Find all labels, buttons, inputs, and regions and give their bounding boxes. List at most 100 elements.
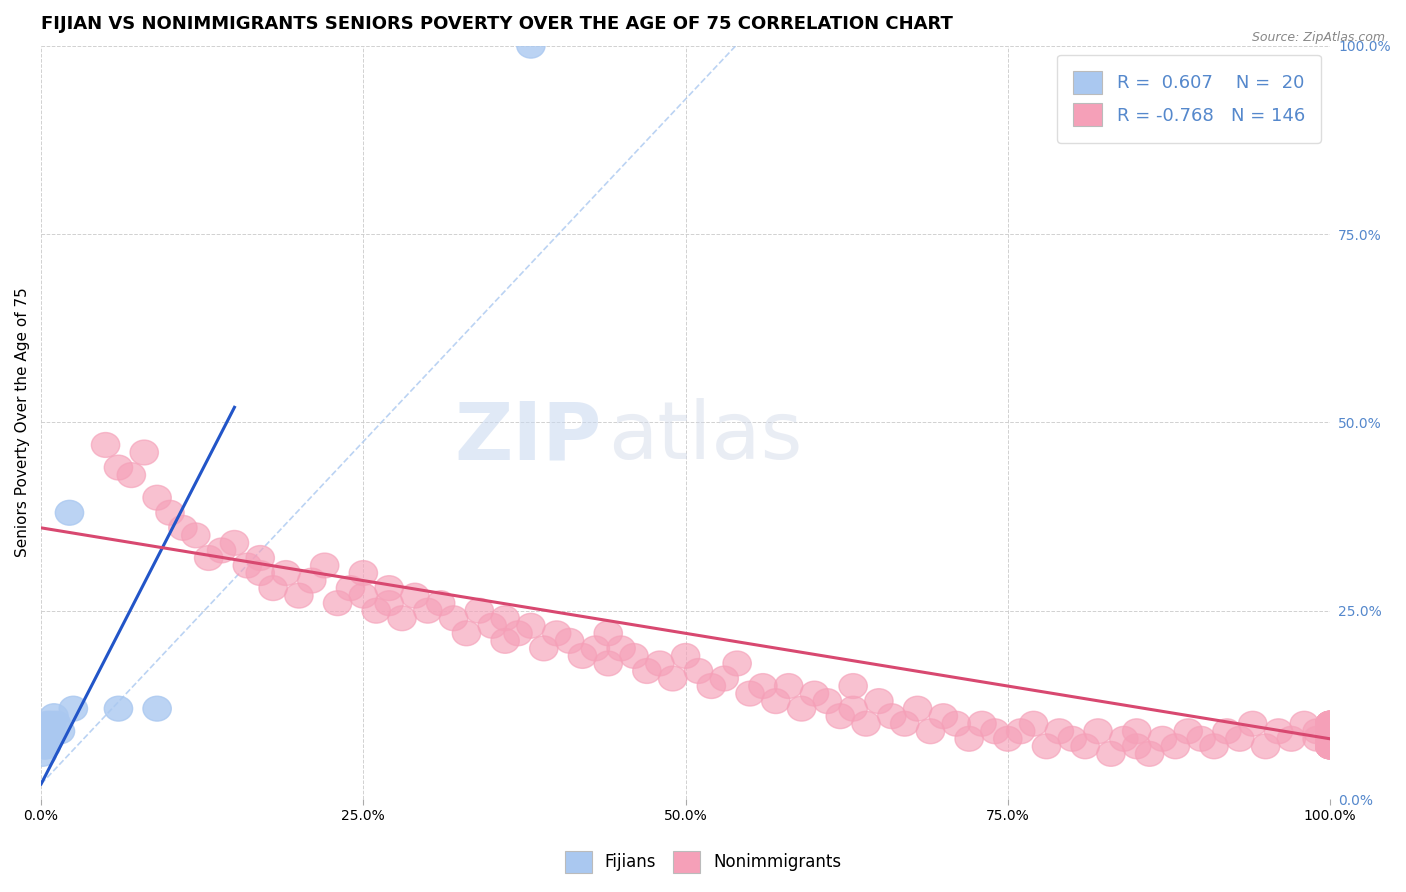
Ellipse shape bbox=[259, 575, 287, 600]
Ellipse shape bbox=[1316, 734, 1344, 759]
Ellipse shape bbox=[1316, 719, 1344, 744]
Ellipse shape bbox=[1316, 719, 1344, 744]
Ellipse shape bbox=[1045, 719, 1074, 744]
Ellipse shape bbox=[1316, 719, 1344, 744]
Ellipse shape bbox=[1316, 719, 1344, 744]
Legend: Fijians, Nonimmigrants: Fijians, Nonimmigrants bbox=[558, 845, 848, 880]
Ellipse shape bbox=[929, 704, 957, 729]
Ellipse shape bbox=[1316, 726, 1344, 751]
Ellipse shape bbox=[1316, 711, 1344, 736]
Ellipse shape bbox=[181, 523, 209, 548]
Ellipse shape bbox=[710, 666, 738, 691]
Ellipse shape bbox=[568, 643, 596, 668]
Ellipse shape bbox=[1199, 734, 1229, 759]
Ellipse shape bbox=[890, 711, 920, 736]
Ellipse shape bbox=[46, 719, 75, 744]
Ellipse shape bbox=[1187, 726, 1215, 751]
Ellipse shape bbox=[32, 734, 60, 759]
Ellipse shape bbox=[478, 614, 506, 638]
Ellipse shape bbox=[685, 658, 713, 683]
Ellipse shape bbox=[413, 599, 441, 624]
Ellipse shape bbox=[1316, 711, 1344, 736]
Ellipse shape bbox=[1097, 741, 1125, 766]
Ellipse shape bbox=[555, 629, 583, 653]
Ellipse shape bbox=[1316, 719, 1344, 744]
Ellipse shape bbox=[91, 433, 120, 458]
Ellipse shape bbox=[426, 591, 456, 615]
Ellipse shape bbox=[1071, 734, 1099, 759]
Ellipse shape bbox=[1316, 719, 1344, 744]
Ellipse shape bbox=[1291, 711, 1319, 736]
Ellipse shape bbox=[1316, 726, 1344, 751]
Ellipse shape bbox=[401, 583, 429, 608]
Ellipse shape bbox=[221, 531, 249, 556]
Ellipse shape bbox=[800, 681, 828, 706]
Ellipse shape bbox=[581, 636, 610, 661]
Ellipse shape bbox=[1316, 711, 1344, 736]
Ellipse shape bbox=[1316, 726, 1344, 751]
Ellipse shape bbox=[349, 560, 378, 585]
Ellipse shape bbox=[1316, 726, 1344, 751]
Ellipse shape bbox=[645, 651, 673, 676]
Ellipse shape bbox=[1226, 726, 1254, 751]
Ellipse shape bbox=[994, 726, 1022, 751]
Ellipse shape bbox=[967, 711, 997, 736]
Ellipse shape bbox=[32, 726, 60, 751]
Ellipse shape bbox=[1316, 726, 1344, 751]
Ellipse shape bbox=[1239, 711, 1267, 736]
Ellipse shape bbox=[1149, 726, 1177, 751]
Ellipse shape bbox=[55, 500, 83, 525]
Ellipse shape bbox=[246, 546, 274, 570]
Ellipse shape bbox=[1316, 734, 1344, 759]
Ellipse shape bbox=[1213, 719, 1241, 744]
Ellipse shape bbox=[762, 689, 790, 714]
Ellipse shape bbox=[156, 500, 184, 525]
Ellipse shape bbox=[30, 734, 58, 759]
Ellipse shape bbox=[1316, 719, 1344, 744]
Ellipse shape bbox=[491, 606, 519, 631]
Ellipse shape bbox=[1316, 711, 1344, 736]
Ellipse shape bbox=[852, 711, 880, 736]
Ellipse shape bbox=[129, 440, 159, 465]
Ellipse shape bbox=[34, 719, 62, 744]
Ellipse shape bbox=[1251, 734, 1279, 759]
Ellipse shape bbox=[543, 621, 571, 646]
Ellipse shape bbox=[839, 697, 868, 721]
Y-axis label: Seniors Poverty Over the Age of 75: Seniors Poverty Over the Age of 75 bbox=[15, 287, 30, 558]
Ellipse shape bbox=[813, 689, 842, 714]
Ellipse shape bbox=[503, 621, 533, 646]
Ellipse shape bbox=[37, 719, 65, 744]
Ellipse shape bbox=[1316, 726, 1344, 751]
Ellipse shape bbox=[735, 681, 765, 706]
Ellipse shape bbox=[440, 606, 468, 631]
Ellipse shape bbox=[169, 516, 197, 541]
Ellipse shape bbox=[28, 741, 56, 766]
Ellipse shape bbox=[658, 666, 688, 691]
Ellipse shape bbox=[1316, 719, 1344, 744]
Ellipse shape bbox=[775, 673, 803, 698]
Ellipse shape bbox=[491, 629, 519, 653]
Ellipse shape bbox=[1316, 719, 1344, 744]
Ellipse shape bbox=[117, 463, 145, 488]
Ellipse shape bbox=[607, 636, 636, 661]
Ellipse shape bbox=[1007, 719, 1035, 744]
Ellipse shape bbox=[1316, 726, 1344, 751]
Text: atlas: atlas bbox=[609, 399, 803, 476]
Ellipse shape bbox=[517, 614, 546, 638]
Ellipse shape bbox=[233, 553, 262, 578]
Ellipse shape bbox=[1316, 711, 1344, 736]
Ellipse shape bbox=[1316, 726, 1344, 751]
Ellipse shape bbox=[1316, 734, 1344, 759]
Ellipse shape bbox=[1109, 726, 1137, 751]
Ellipse shape bbox=[1316, 719, 1344, 744]
Ellipse shape bbox=[388, 606, 416, 631]
Ellipse shape bbox=[375, 591, 404, 615]
Ellipse shape bbox=[207, 538, 236, 563]
Ellipse shape bbox=[1316, 726, 1344, 751]
Ellipse shape bbox=[59, 697, 87, 721]
Ellipse shape bbox=[1303, 726, 1331, 751]
Ellipse shape bbox=[363, 599, 391, 624]
Ellipse shape bbox=[42, 711, 70, 736]
Ellipse shape bbox=[143, 697, 172, 721]
Ellipse shape bbox=[1032, 734, 1060, 759]
